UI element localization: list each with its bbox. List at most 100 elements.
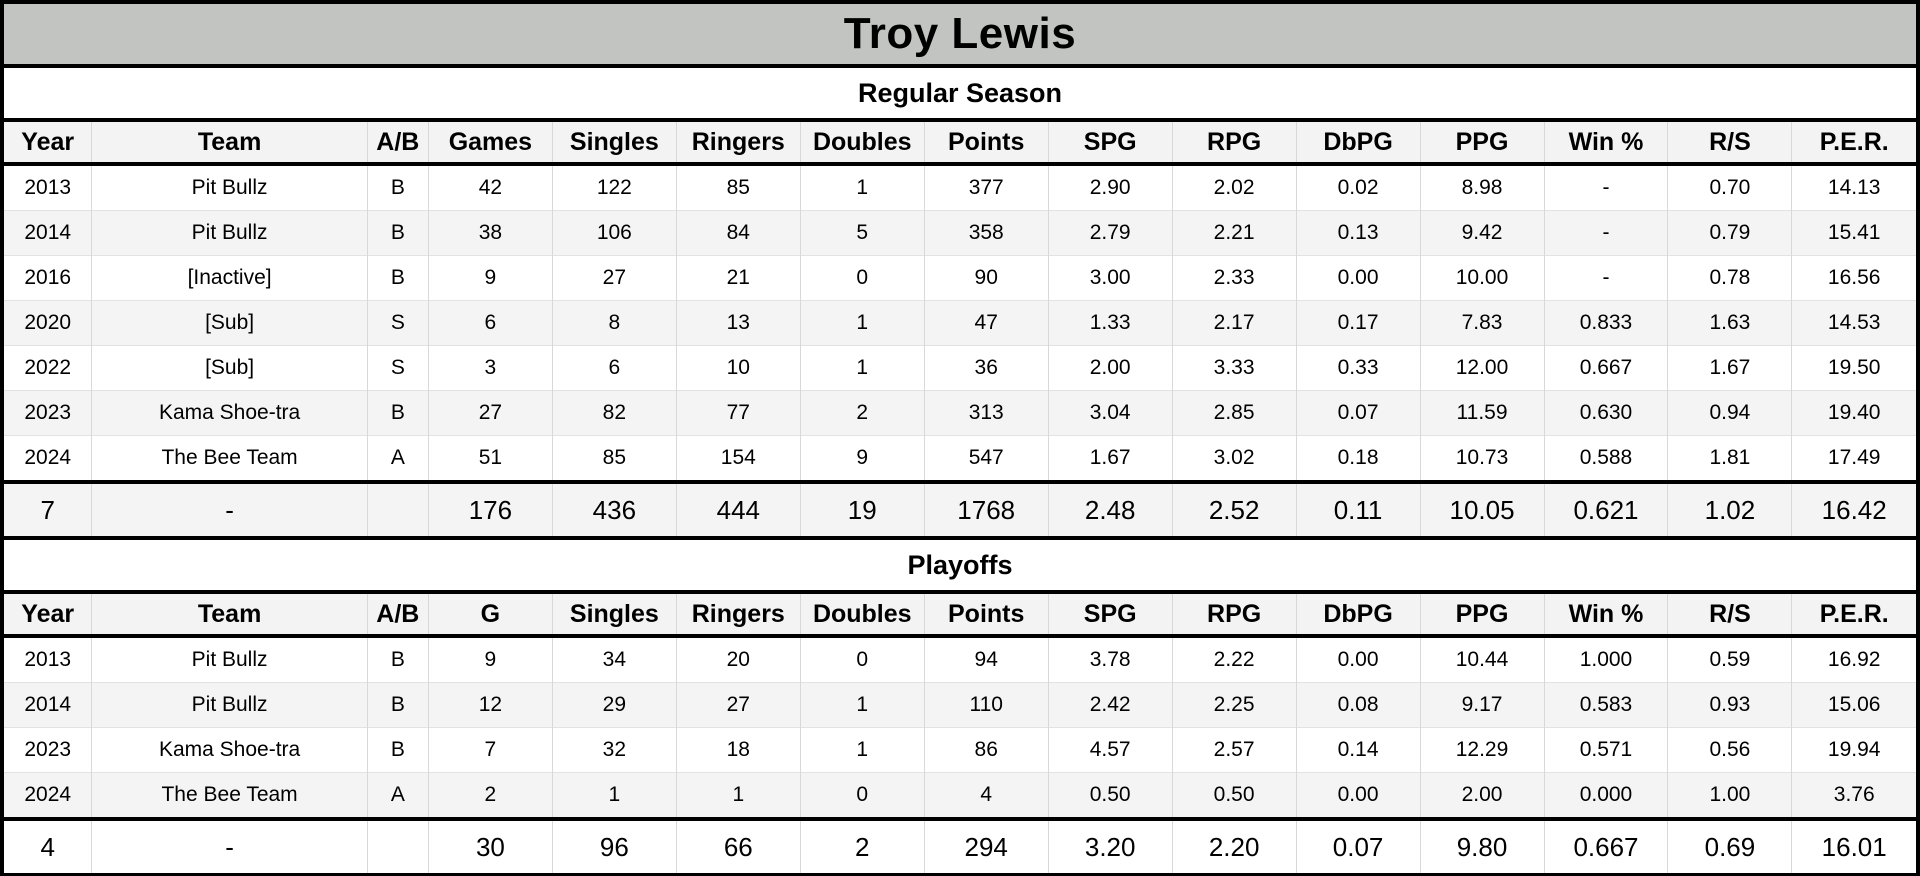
- table-cell: 17.49: [1791, 435, 1916, 482]
- table-cell: 0.583: [1543, 682, 1668, 728]
- table-cell: B: [366, 164, 429, 211]
- table-cell: 32: [551, 727, 677, 773]
- table-cell: 9: [427, 255, 553, 301]
- table-cell: 77: [675, 390, 801, 436]
- table-cell: 15.06: [1791, 682, 1916, 728]
- table-cell: 0.69: [1667, 817, 1792, 873]
- table-cell: 2.00: [1419, 772, 1544, 819]
- table-cell: 16.92: [1791, 636, 1916, 683]
- table-cell: 10.00: [1419, 255, 1544, 301]
- table-cell: 14.53: [1791, 300, 1916, 346]
- table-cell: 0.833: [1543, 300, 1668, 346]
- table-cell: B: [366, 727, 429, 773]
- table-cell: 94: [923, 636, 1049, 683]
- table-cell: 2.21: [1171, 210, 1297, 256]
- table-cell: 6: [427, 300, 553, 346]
- table-cell: 0.78: [1667, 255, 1792, 301]
- table-cell: 0.33: [1295, 345, 1421, 391]
- column-header: Win %: [1543, 594, 1668, 638]
- table-cell: 176: [427, 480, 553, 536]
- table-cell: 0.18: [1295, 435, 1421, 482]
- section-playoffs: Playoffs Year Team A/B G Singles Ringers Doubl…: [4, 540, 1916, 873]
- table-cell: 2013: [24, 176, 72, 199]
- table-row: 2023 Kama Shoe-tra B 27 82 77 2 313 3.04 2.85 0.07…: [4, 390, 1916, 436]
- table-cell: 110: [923, 682, 1049, 728]
- table-row: 2014 Pit Bullz B 38 106 84 5 358 2.79 2.21 0.13 9.4…: [4, 210, 1916, 256]
- table-cell: 51: [427, 435, 553, 482]
- table-cell: 7.83: [1419, 300, 1544, 346]
- table-row: 2013 Pit Bullz B 9 34 20 0 94 3.78 2.22 0.00 10.44 1…: [4, 636, 1916, 683]
- table-cell: 9.42: [1419, 210, 1544, 256]
- table-cell: 547: [923, 435, 1049, 482]
- table-cell: 1: [799, 727, 925, 773]
- table-cell: B: [366, 255, 429, 301]
- table-cell: B: [366, 390, 429, 436]
- table-cell: 16.56: [1791, 255, 1916, 301]
- table-cell: 9.80: [1419, 817, 1544, 873]
- playoffs-totals-row: 4- 30 96 66 2 294 3.20 2.20 0.07 9.80 0.667 0.69 16.…: [4, 817, 1916, 873]
- table-cell: -: [1543, 164, 1668, 211]
- table-cell: 19.94: [1791, 727, 1916, 773]
- table-cell: -: [91, 817, 368, 873]
- playoffs-header-row: Year Team A/B G Singles Ringers Doubles Points S…: [4, 594, 1916, 638]
- table-cell: 0.630: [1543, 390, 1668, 436]
- regular-season-label: Regular Season: [4, 68, 1916, 122]
- column-header: Points: [923, 122, 1049, 166]
- table-cell: 8.98: [1419, 164, 1544, 211]
- table-cell: 27: [675, 682, 801, 728]
- column-header: R/S: [1667, 122, 1792, 166]
- regular-season-body: 2013 Pit Bullz B 42 122 85 1 377 2.90 2.02 0.02 8.9…: [4, 164, 1916, 482]
- table-cell: 84: [675, 210, 801, 256]
- table-row: 2024 The Bee Team A 2 1 1 0 4 0.50 0.50 0.00 2.00 0.…: [4, 772, 1916, 819]
- table-cell: 36: [923, 345, 1049, 391]
- table-cell: 6: [551, 345, 677, 391]
- table-cell: 12: [427, 682, 553, 728]
- table-cell: 1.67: [1667, 345, 1792, 391]
- table-cell: Pit Bullz: [91, 210, 368, 256]
- column-header: P.E.R.: [1791, 122, 1916, 166]
- table-cell: 0.571: [1543, 727, 1668, 773]
- table-cell: 19.50: [1791, 345, 1916, 391]
- table-cell: 2023: [4, 727, 92, 773]
- column-header: Year: [4, 594, 92, 638]
- table-row: 2014 Pit Bullz B 12 29 27 1 110 2.42 2.25 0.08 9.17…: [4, 682, 1916, 728]
- table-cell: 85: [551, 435, 677, 482]
- table-cell: 2.33: [1171, 255, 1297, 301]
- table-cell: Kama Shoe-tra: [91, 727, 368, 773]
- table-cell: -: [1543, 210, 1668, 256]
- column-header: PPG: [1419, 122, 1544, 166]
- table-cell: B: [366, 682, 429, 728]
- column-header: Doubles: [799, 594, 925, 638]
- table-row: 2024 The Bee Team A 51 85 154 9 547 1.67 3.02 0.18…: [4, 435, 1916, 482]
- table-cell: 21: [675, 255, 801, 301]
- table-cell: 0.07: [1295, 817, 1421, 873]
- table-cell: 2.25: [1171, 682, 1297, 728]
- table-cell: 0.00: [1295, 772, 1421, 819]
- table-cell: 4: [4, 817, 92, 873]
- regular-season-totals-row: 7-176 436 444 19 1768 2.48 2.52 0.11 10.05 0.621 1…: [4, 480, 1916, 536]
- table-cell: 2.52: [1171, 480, 1297, 536]
- table-cell: 0.667: [1543, 817, 1668, 873]
- table-cell: 11.59: [1419, 390, 1544, 436]
- table-cell: 2014: [4, 210, 92, 256]
- table-cell: 3.20: [1047, 817, 1173, 873]
- playoffs-body: 2013 Pit Bullz B 9 34 20 0 94 3.78 2.22 0.00 10.44 1…: [4, 636, 1916, 819]
- table-cell: 27: [551, 255, 677, 301]
- regular-season-header-row: Year Team A/B Games Singles Ringers Doubles Poi…: [4, 122, 1916, 166]
- table-cell: 0.50: [1171, 772, 1297, 819]
- table-cell: 15.41: [1791, 210, 1916, 256]
- table-cell: 3.04: [1047, 390, 1173, 436]
- column-header: SPG: [1047, 594, 1173, 638]
- table-cell: 10.73: [1419, 435, 1544, 482]
- table-cell: 1: [799, 300, 925, 346]
- table-cell: 358: [923, 210, 1049, 256]
- column-header: R/S: [1667, 594, 1792, 638]
- table-cell: 0.11: [1295, 480, 1421, 536]
- table-cell: 0: [799, 255, 925, 301]
- column-header: Ringers: [675, 594, 801, 638]
- table-cell: 5: [799, 210, 925, 256]
- table-cell: 0.621: [1543, 480, 1668, 536]
- column-header: RPG: [1171, 122, 1297, 166]
- table-cell: 0.08: [1295, 682, 1421, 728]
- table-cell: 27: [427, 390, 553, 436]
